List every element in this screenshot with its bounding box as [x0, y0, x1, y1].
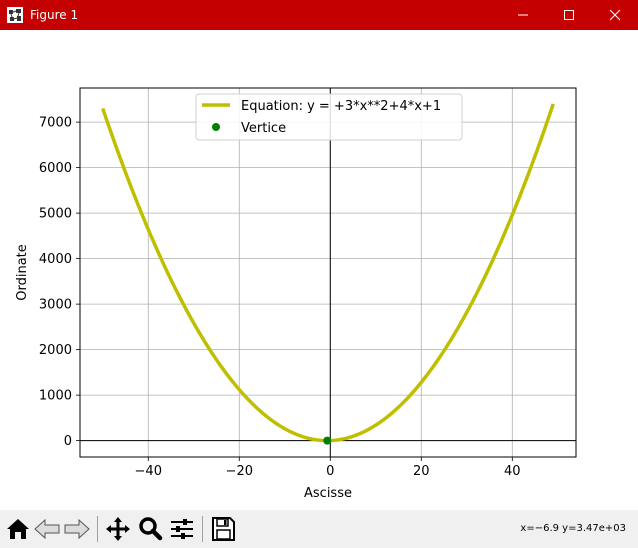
matplotlib-app-icon — [7, 7, 23, 23]
x-tick-label: −20 — [226, 464, 253, 479]
x-tick-label: 40 — [504, 464, 521, 479]
save-floppy-icon — [212, 517, 235, 541]
x-tick-label: 20 — [413, 464, 430, 479]
x-tick-label: 0 — [326, 464, 334, 479]
close-icon — [609, 9, 621, 21]
y-tick-label: 4000 — [39, 252, 72, 267]
axis-ticks: −40 −20 0 20 40 0 1000 2000 3000 4000 5000 6000 7000 — [39, 116, 521, 479]
zoom-button[interactable] — [135, 514, 165, 544]
back-button[interactable] — [32, 514, 62, 544]
figure-canvas[interactable]: −40 −20 0 20 40 0 1000 2000 3000 4000 5000 6000 7000… — [0, 30, 638, 510]
plot-series — [101, 103, 555, 445]
home-button[interactable] — [3, 514, 33, 544]
window-titlebar: Figure 1 — [0, 0, 638, 30]
grid-lines — [80, 88, 576, 457]
y-tick-label: 3000 — [39, 298, 72, 313]
x-axis-label: Ascisse — [304, 486, 352, 501]
legend-box — [195, 93, 463, 141]
vertex-point — [323, 436, 332, 445]
cursor-coordinates: x=−6.9 y=3.47e+03 — [520, 523, 626, 534]
toolbar-separator — [202, 516, 203, 542]
maximize-button[interactable] — [546, 0, 592, 30]
series-line-equation — [101, 103, 555, 443]
y-tick-label: 6000 — [39, 161, 72, 176]
y-axis-label: Ordinate — [15, 244, 30, 301]
configure-subplots-button[interactable] — [167, 514, 197, 544]
chart-svg: −40 −20 0 20 40 0 1000 2000 3000 4000 5000 6000 7000… — [15, 87, 577, 501]
zero-axes — [80, 88, 576, 457]
close-button[interactable] — [592, 0, 638, 30]
legend-label-equation: Equation: y = +3*x**2+4*x+1 — [241, 99, 441, 114]
window-title: Figure 1 — [30, 8, 79, 22]
legend: Equation: y = +3*x**2+4*x+1 Vertice — [195, 93, 463, 141]
x-tick-label: −40 — [135, 464, 162, 479]
configure-subplots-icon — [171, 519, 193, 539]
zoom-magnifier-icon — [139, 517, 163, 541]
toolbar-separator — [97, 516, 98, 542]
minimize-icon — [518, 14, 528, 16]
navigation-toolbar: x=−6.9 y=3.47e+03 — [0, 510, 638, 548]
back-arrow-icon — [34, 518, 60, 540]
legend-label-vertex: Vertice — [241, 121, 286, 136]
pan-button[interactable] — [103, 514, 133, 544]
y-tick-label: 2000 — [39, 343, 72, 358]
forward-arrow-icon — [64, 518, 90, 540]
forward-button[interactable] — [62, 514, 92, 544]
legend-point-swatch — [212, 123, 220, 131]
y-tick-label: 5000 — [39, 207, 72, 222]
save-button[interactable] — [208, 514, 238, 544]
y-tick-label: 0 — [64, 434, 72, 449]
maximize-icon — [564, 10, 574, 20]
y-tick-label: 7000 — [39, 116, 72, 131]
y-tick-label: 1000 — [39, 389, 72, 404]
plot-frame — [79, 87, 577, 458]
pan-move-icon — [106, 517, 130, 541]
home-icon — [7, 519, 29, 539]
minimize-button[interactable] — [500, 0, 546, 30]
